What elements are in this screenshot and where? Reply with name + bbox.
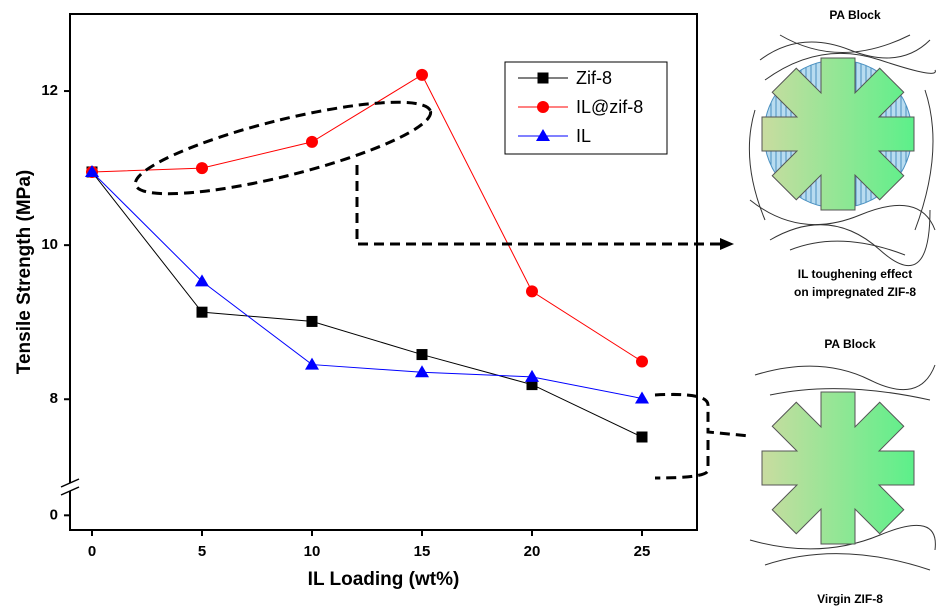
- annotation: on impregnated ZIF-8: [794, 285, 916, 299]
- x-tick-label: 0: [88, 543, 96, 560]
- y-tick-label: 12: [41, 82, 58, 99]
- x-tick-label: 5: [198, 543, 206, 560]
- legend-marker: [537, 72, 549, 84]
- legend-marker: [536, 129, 550, 141]
- bracket: [654, 393, 751, 480]
- marker: [306, 135, 318, 148]
- arrow-head: [720, 238, 734, 250]
- axis-break-mark: [60, 478, 80, 488]
- y-axis-title: Tensile Strength (MPa): [14, 170, 35, 374]
- marker: [526, 379, 538, 391]
- legend-marker: [537, 101, 549, 113]
- annotation: IL toughening effect: [798, 267, 912, 281]
- connector: [355, 165, 720, 246]
- marker: [415, 365, 429, 378]
- x-tick-label: 25: [634, 543, 651, 560]
- legend-label: IL@zif-8: [576, 97, 643, 117]
- marker: [636, 431, 648, 443]
- plot-frame: [69, 13, 698, 531]
- series-line: [91, 171, 643, 399]
- illustration-top: [748, 34, 936, 267]
- marker: [636, 355, 648, 368]
- x-axis-title: IL Loading (wt%): [308, 569, 460, 590]
- polymer-chains: [749, 364, 936, 571]
- x-tick-label: 10: [304, 543, 321, 560]
- series: [85, 164, 649, 404]
- legend: Zif-8 IL@zif-8 IL: [504, 61, 668, 155]
- plot-area: 0 5 10 15 20 25 0 8 10 12 IL Loading (wt%) Tensile …: [14, 13, 698, 590]
- marker: [305, 357, 319, 370]
- annotation: PA Block: [829, 8, 881, 22]
- x-tick-label: 15: [414, 543, 431, 560]
- marker: [196, 162, 208, 175]
- marker: [635, 391, 649, 404]
- legend-box: [504, 61, 668, 155]
- annotation: Virgin ZIF-8: [817, 592, 883, 606]
- marker: [416, 68, 428, 81]
- axis-break-mark: [60, 486, 80, 496]
- series-line: [91, 74, 643, 362]
- marker: [196, 306, 208, 318]
- series-line: [91, 171, 643, 438]
- marker: [526, 285, 538, 298]
- polymer-chains: [748, 34, 936, 267]
- dashed-annotations: [133, 100, 751, 480]
- legend-label: Zif-8: [576, 68, 612, 88]
- legend-label: IL: [576, 126, 591, 146]
- marker: [416, 349, 428, 361]
- marker: [525, 369, 539, 382]
- marker: [195, 274, 209, 287]
- x-tick-label: 20: [524, 543, 541, 560]
- illustration-bottom: [749, 364, 936, 571]
- highlight-ellipse: [133, 100, 433, 196]
- y-tick-label: 8: [50, 390, 58, 407]
- y-tick-label: 10: [41, 236, 58, 253]
- y-tick-label: 0: [50, 506, 58, 523]
- zif-crystal: [761, 391, 915, 545]
- zif-crystal: [761, 57, 915, 211]
- marker: [306, 315, 318, 327]
- series: [86, 166, 648, 443]
- marker: [85, 164, 99, 177]
- axis-break-gap: [62, 483, 78, 491]
- annotation: PA Block: [824, 337, 876, 351]
